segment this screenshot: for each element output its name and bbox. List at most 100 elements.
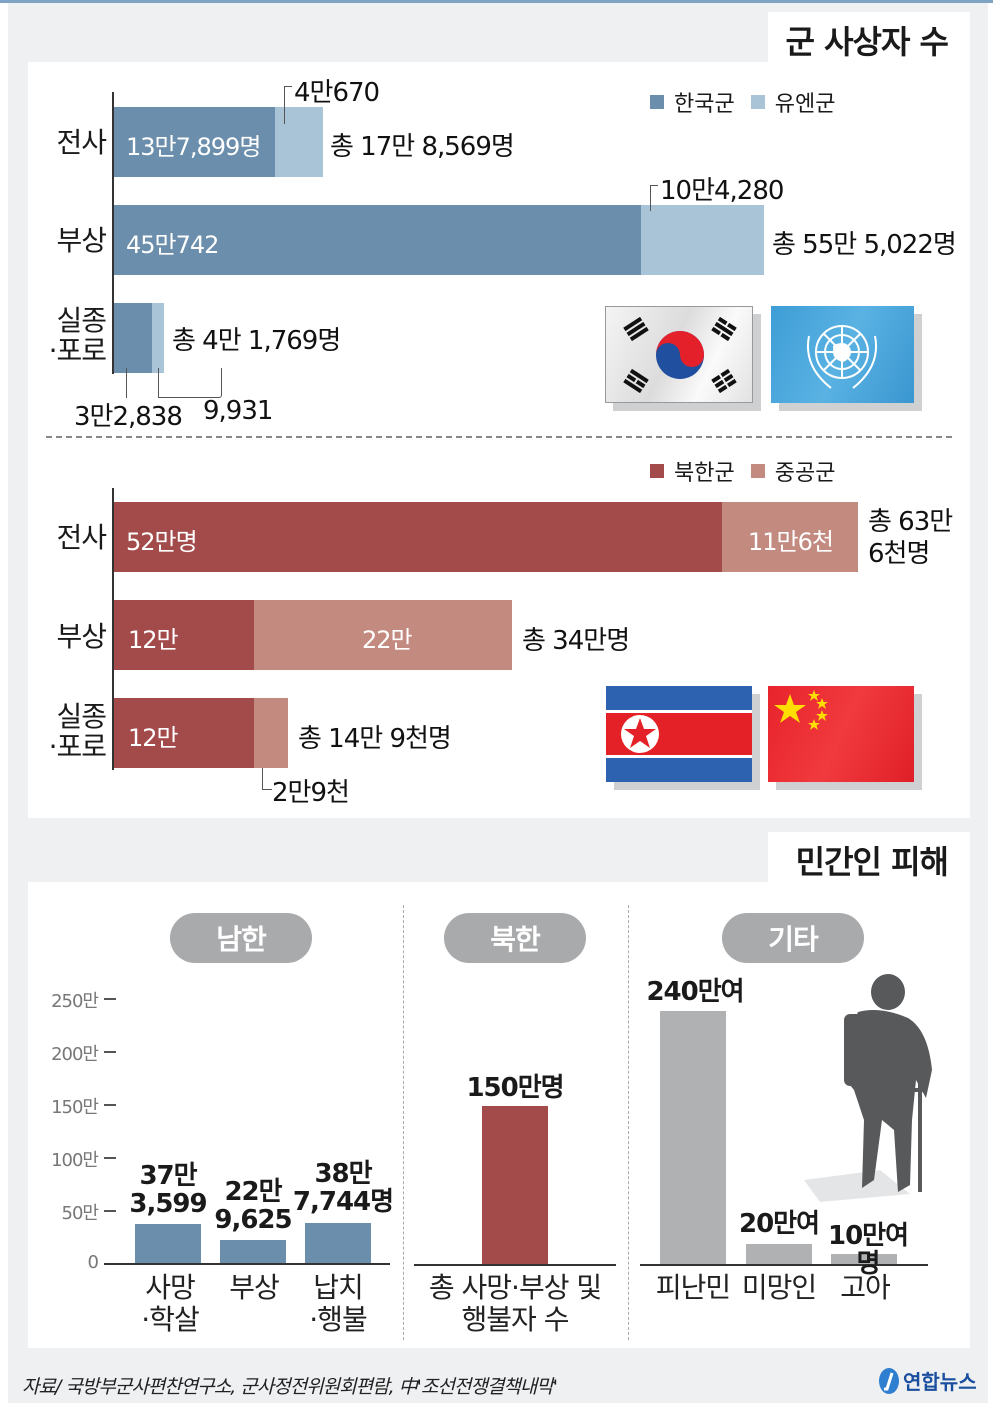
group-label-north: 북한 [490, 923, 541, 956]
leader-un-missing [158, 368, 222, 398]
y-tick-200: 200만 [51, 1044, 99, 1065]
yonhap-logo-text: 연합뉴스 [903, 1370, 977, 1394]
value-refugees: 240만여 [646, 977, 744, 1007]
value-china-missing: 2만9천 [272, 778, 350, 808]
bar-china-missing [254, 698, 288, 768]
legend-enemy: 북한군 중공군 [650, 455, 835, 487]
section-title-civilian: 민간인 피해 [768, 832, 970, 888]
value-un-killed: 4만670 [294, 78, 380, 108]
bar-china-wounded [254, 600, 512, 670]
bar-korea-missing [114, 303, 152, 373]
total-allied-killed: 총 17만 8,569명 [330, 132, 515, 162]
xlabel-south-abducted-line1: 납치 [313, 1271, 364, 1304]
value-korea-wounded: 45만742 [126, 231, 219, 259]
total-enemy-missing: 총 14만 9천명 [298, 724, 452, 754]
value-korea-killed: 13만7,899명 [126, 133, 261, 161]
value-south-killed: 37만 3,599 [120, 1162, 216, 1218]
south-baseline [104, 1263, 390, 1265]
group-label-south: 남한 [216, 923, 267, 956]
top-accent-line [0, 0, 993, 3]
value-south-abducted: 38만 7,744명 [290, 1160, 396, 1216]
group-label-other: 기타 [768, 923, 819, 956]
bar-korea-wounded [114, 205, 641, 275]
row-label-missing-line1: 실종 [56, 304, 107, 337]
y-tickmark-150 [104, 1104, 116, 1106]
y-tick-100: 100만 [51, 1150, 99, 1171]
value-nk-killed: 52만명 [126, 528, 198, 556]
group-pill-north: 북한 [444, 913, 586, 963]
bar-korea-killed [114, 107, 275, 177]
y-tick-0: 0 [87, 1252, 99, 1273]
total-allied-wounded: 총 55만 5,022명 [772, 230, 957, 260]
allied-axis [112, 92, 114, 374]
legend-swatch-un [750, 95, 765, 109]
bar-north-total [482, 1106, 548, 1264]
y-tick-150: 150만 [51, 1097, 99, 1118]
xlabel-south-killed: 사망 ·학살 [128, 1272, 212, 1336]
bar-south-abducted [305, 1223, 371, 1263]
military-title-text: 군 사상자 수 [785, 23, 949, 61]
value-south-wounded: 22만 9,625 [205, 1178, 301, 1234]
bar-nk-killed [114, 502, 722, 572]
source-text: 자료/ 국방부군사편찬연구소, 군사정전위원회편람, 中'조선전쟁결책내막' [22, 1376, 558, 1398]
legend-label-un: 유엔군 [774, 92, 836, 117]
north-korea-flag [606, 686, 752, 782]
un-flag [771, 306, 914, 403]
bar-un-killed [275, 107, 323, 177]
value-south-abducted-line1: 38만 [314, 1159, 372, 1189]
legend-allied: 한국군 유엔군 [650, 86, 835, 118]
value-china-wounded: 22만 [362, 626, 413, 654]
row-label-wounded-enemy: 부상 [56, 620, 107, 653]
xlabel-north-total: 총 사망·부상 및 행불자 수 [414, 1272, 616, 1336]
value-south-wounded-line2: 9,625 [214, 1205, 292, 1235]
bar-nk-wounded [114, 600, 254, 670]
total-enemy-wounded: 총 34만명 [522, 626, 630, 656]
row-label-killed-enemy: 전사 [56, 521, 107, 554]
row-label-killed: 전사 [56, 126, 107, 159]
legend-label-china: 중공군 [774, 461, 836, 486]
civilian-title-text: 민간인 피해 [795, 843, 949, 881]
value-orphans: 10만여명 [827, 1221, 909, 1279]
y-tick-50: 50만 [61, 1203, 99, 1224]
xlabel-south-wounded-line1: 부상 [229, 1271, 280, 1304]
section-title-military: 군 사상자 수 [768, 12, 970, 68]
bar-south-wounded [220, 1240, 286, 1263]
south-korea-flag [605, 306, 753, 403]
group-divider-1 [403, 905, 404, 1340]
leader-china-missing [262, 768, 272, 790]
xlabel-south-killed-line1: 사망 [145, 1271, 196, 1304]
bar-south-killed [135, 1224, 201, 1263]
row-label-missing-line2: ·포로 [48, 334, 107, 367]
bar-un-wounded [641, 205, 764, 275]
group-pill-south: 남한 [170, 913, 312, 963]
group-pill-other: 기타 [722, 913, 864, 963]
bar-china-killed [722, 502, 858, 572]
value-un-wounded: 10만4,280 [660, 176, 784, 206]
xlabel-south-abducted-line2: ·행불 [309, 1303, 367, 1336]
total-enemy-killed-line1: 총 63만 [868, 507, 953, 537]
wounded-soldier-silhouette-icon [804, 974, 932, 1202]
legend-swatch-china [750, 464, 765, 478]
value-south-abducted-line2: 7,744명 [292, 1187, 394, 1217]
xlabel-widows: 미망인 [741, 1271, 817, 1304]
legend-label-nk: 북한군 [674, 461, 735, 486]
xlabel-south-abducted: 납치 ·행불 [296, 1272, 380, 1336]
xlabel-south-wounded: 부상 [212, 1272, 296, 1304]
yonhap-logo: 연합뉴스 [878, 1366, 977, 1395]
row-label-wounded: 부상 [56, 224, 107, 257]
north-baseline [414, 1264, 616, 1266]
value-north-total: 150만명 [466, 1073, 564, 1103]
total-allied-missing: 총 4만 1,769명 [172, 326, 341, 356]
y-tickmark-250 [104, 998, 116, 1000]
xlabel-south-killed-line2: ·학살 [141, 1303, 199, 1336]
total-enemy-killed-line2: 6천명 [868, 539, 930, 569]
section-divider [46, 436, 952, 438]
y-tick-250: 250만 [51, 991, 99, 1012]
y-tickmark-200 [104, 1051, 116, 1053]
legend-swatch-korea [650, 95, 664, 109]
value-south-killed-line1: 37만 [139, 1161, 197, 1191]
value-nk-missing: 12만 [128, 724, 179, 752]
legend-swatch-nk [650, 464, 664, 478]
value-south-killed-line2: 3,599 [129, 1189, 207, 1219]
row-label-missing-enemy-line1: 실종 [56, 700, 107, 733]
